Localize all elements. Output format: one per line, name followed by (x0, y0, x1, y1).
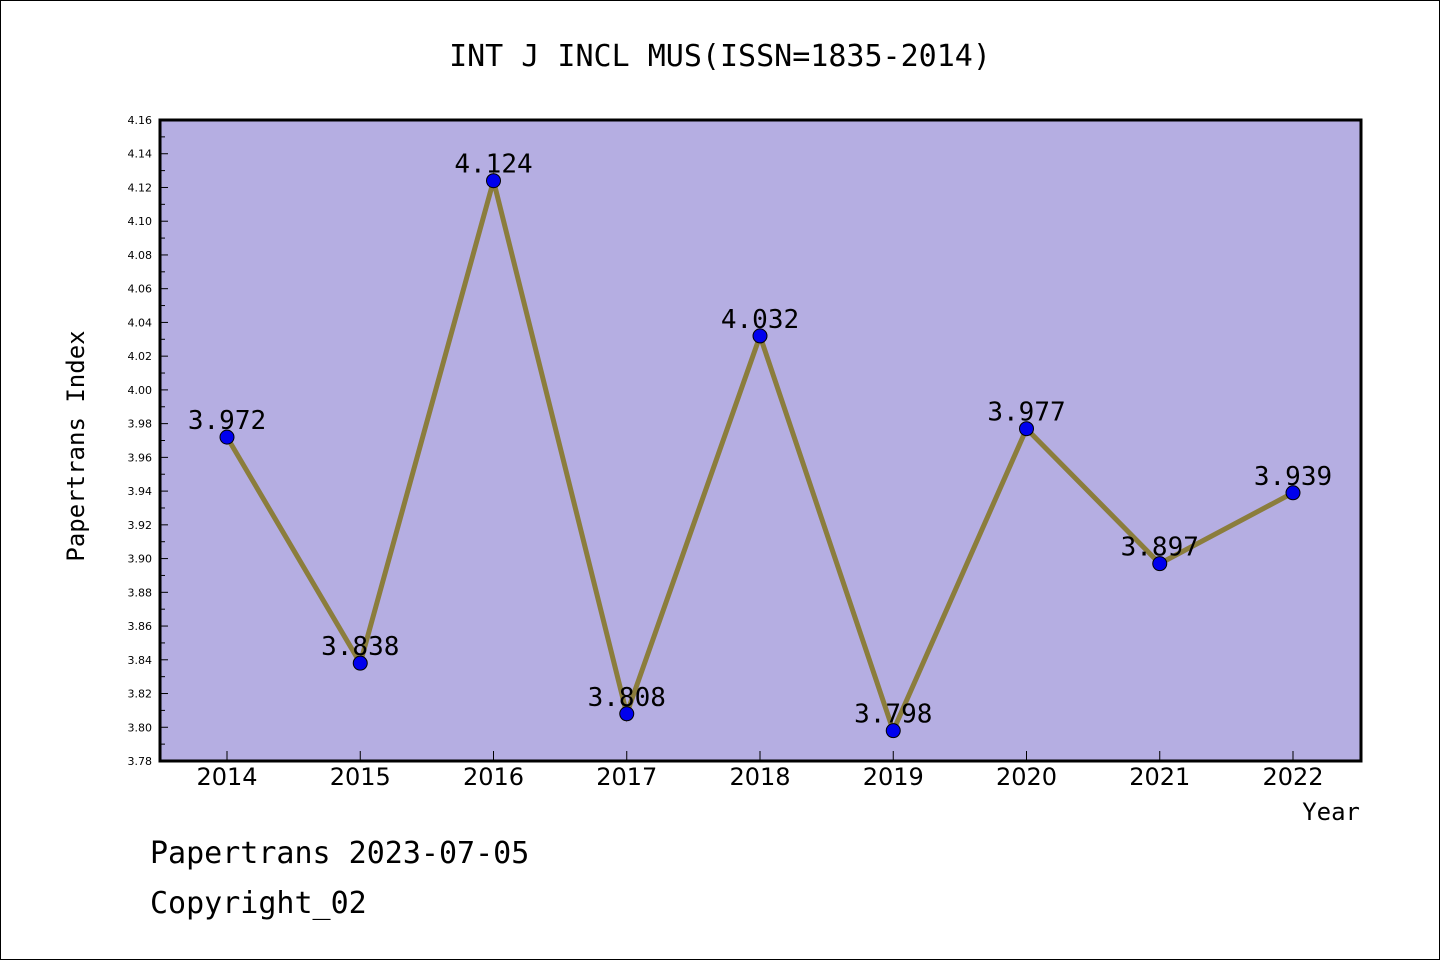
data-label: 3.939 (1254, 462, 1332, 492)
x-tick-label: 2015 (330, 763, 391, 791)
y-tick-label: 3.92 (128, 519, 153, 532)
y-tick-label: 4.00 (128, 384, 153, 397)
x-tick-label: 2016 (463, 763, 524, 791)
y-tick-label: 3.78 (128, 755, 153, 768)
x-tick-label: 2018 (729, 763, 790, 791)
data-point-marker (619, 706, 635, 722)
data-point-marker (752, 328, 768, 344)
data-point-marker (1019, 421, 1034, 437)
y-tick-label: 4.06 (128, 283, 153, 296)
data-point-marker (885, 723, 901, 739)
y-tick-label: 3.90 (128, 553, 153, 566)
chart-title: INT J INCL MUS(ISSN=1835-2014) (449, 39, 991, 74)
x-axis: 2014 2015 2016 2017 2018 2019 2020 2021 2022 (196, 751, 1324, 791)
data-labels: 3.972 3.838 4.124 3.808 4.032 3.798 3.977 3.897… (188, 150, 1332, 730)
data-label: 3.838 (321, 632, 399, 662)
y-axis-label: Papertrans Index (62, 330, 90, 561)
y-tick-label: 4.10 (128, 215, 153, 228)
y-tick-label: 3.98 (128, 418, 153, 431)
x-axis-label: Year (1302, 798, 1360, 826)
y-tick-label: 4.08 (128, 249, 153, 262)
x-tick-label: 2014 (196, 763, 257, 791)
y-tick-label: 4.04 (128, 316, 153, 329)
y-tick-label: 4.14 (128, 148, 153, 161)
y-tick-label: 4.02 (128, 350, 153, 363)
y-tick-label: 3.84 (128, 654, 153, 667)
footer-copyright: Copyright_02 (150, 886, 367, 921)
x-tick-label: 2020 (996, 763, 1057, 791)
data-label: 3.798 (854, 700, 932, 730)
y-tick-label: 3.96 (128, 451, 153, 464)
y-tick-label: 3.88 (128, 586, 153, 599)
y-tick-label: 3.82 (128, 688, 153, 701)
y-tick-label: 3.86 (128, 620, 153, 633)
x-tick-label: 2022 (1262, 763, 1323, 791)
data-point-marker (219, 429, 235, 445)
x-tick-label: 2019 (863, 763, 924, 791)
data-point-marker (486, 173, 501, 189)
data-point-marker (1152, 556, 1168, 572)
y-tick-label: 4.12 (128, 181, 153, 194)
data-point-marker (1285, 485, 1301, 501)
y-tick-label: 4.16 (128, 114, 153, 127)
y-tick-label: 3.94 (128, 485, 153, 498)
data-points (219, 173, 1301, 739)
x-tick-label: 2017 (596, 763, 657, 791)
data-label: 3.897 (1121, 533, 1199, 563)
data-label: 4.124 (454, 150, 532, 180)
data-label: 3.977 (987, 398, 1065, 428)
data-label: 3.972 (188, 406, 266, 436)
x-tick-label: 2021 (1129, 763, 1190, 791)
data-label: 3.808 (588, 683, 666, 713)
y-axis: 3.78 3.80 3.82 3.84 3.86 3.88 3.90 3.92 3.94 3.96… (128, 114, 168, 768)
y-tick-label: 3.80 (128, 721, 153, 734)
footer-date: Papertrans 2023-07-05 (150, 836, 530, 871)
plot-area (158, 118, 1363, 763)
data-point-marker (352, 655, 368, 671)
data-label: 4.032 (721, 305, 799, 335)
